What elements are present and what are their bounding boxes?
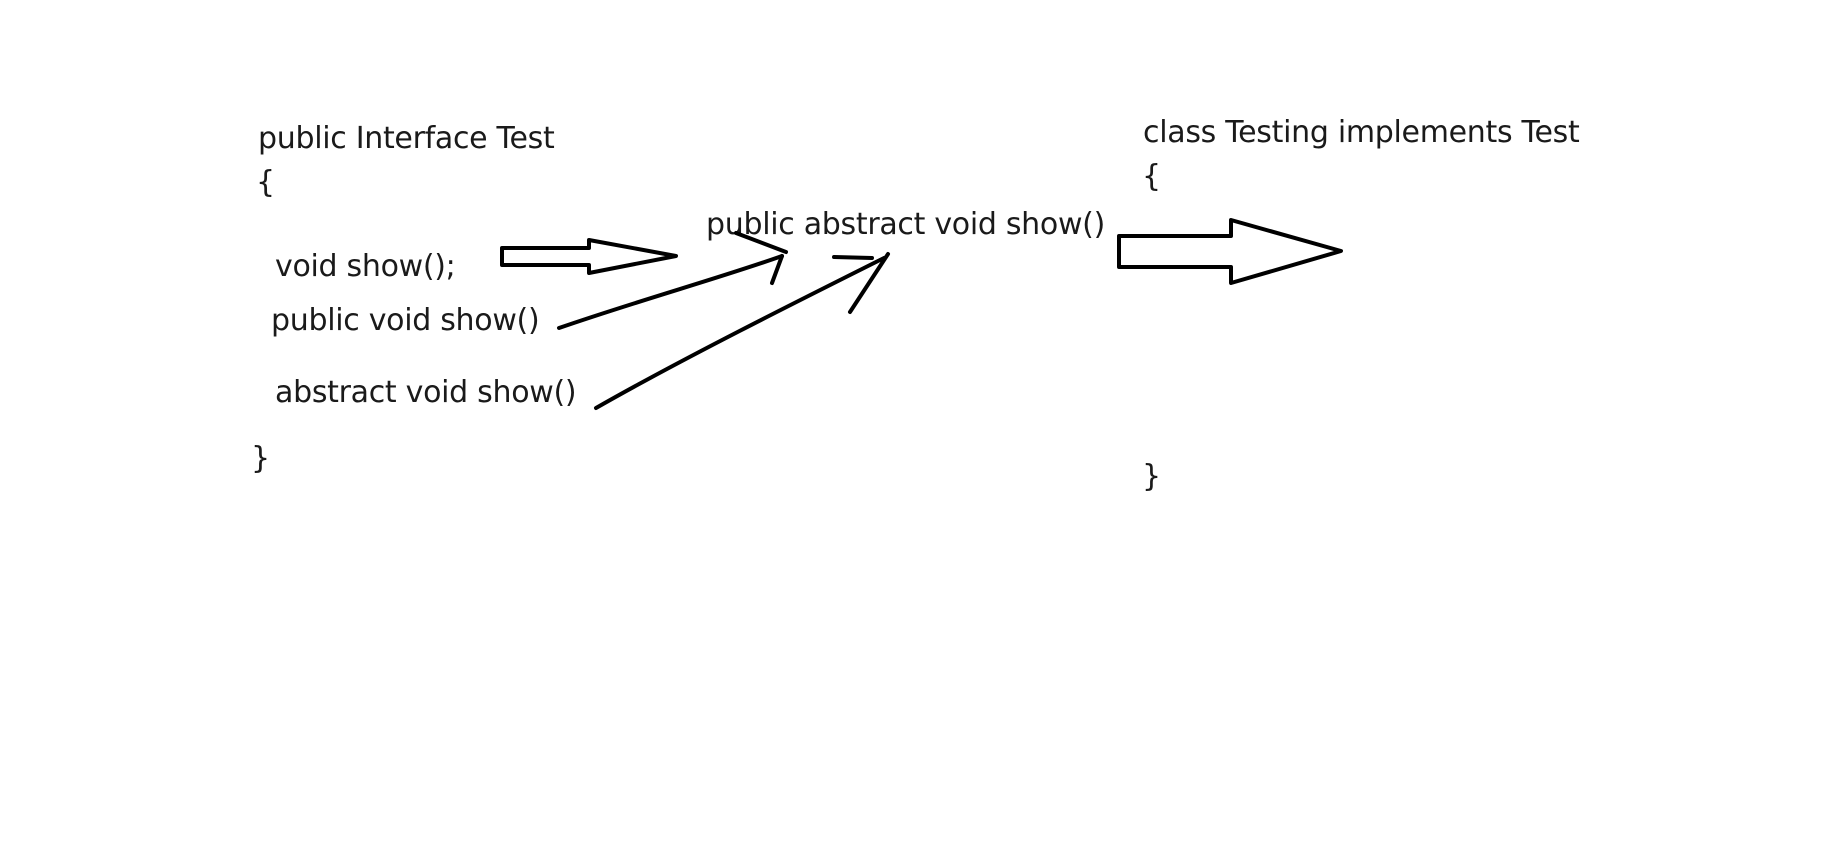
interface-header: public Interface Test	[258, 121, 555, 156]
interface-open-brace: {	[256, 165, 275, 200]
method-void-show: void show();	[275, 249, 456, 284]
public-abstract-void-show: public abstract void show()	[706, 207, 1105, 242]
method-public-void-show: public void show()	[271, 303, 540, 338]
class-open-brace: {	[1142, 159, 1161, 194]
class-close-brace: }	[1142, 459, 1161, 494]
block-arrow-large	[1117, 218, 1343, 285]
arrowhead-3	[832, 255, 874, 260]
line-abstract-void	[594, 256, 886, 410]
arrowhead-1	[734, 231, 788, 254]
method-abstract-void-show: abstract void show()	[275, 375, 577, 410]
line-public-void	[557, 254, 784, 330]
block-arrow-small	[500, 238, 678, 275]
arrowhead-4	[848, 252, 890, 314]
interface-close-brace: }	[251, 441, 270, 476]
class-header: class Testing implements Test	[1143, 115, 1580, 150]
arrowhead-2	[770, 254, 784, 285]
